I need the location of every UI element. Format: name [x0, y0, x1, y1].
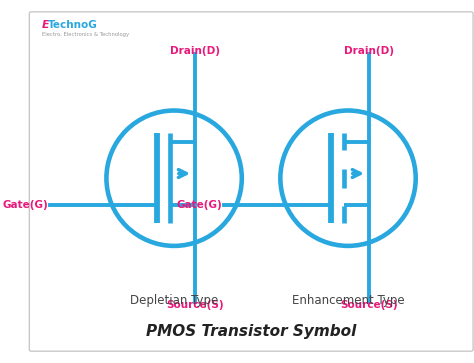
Text: Drain(D): Drain(D) [170, 46, 220, 56]
FancyBboxPatch shape [29, 12, 473, 351]
Text: Drain(D): Drain(D) [344, 46, 394, 56]
Text: Gate(G): Gate(G) [2, 200, 48, 209]
Text: Enhancement Type: Enhancement Type [292, 294, 404, 307]
Text: Electro, Electronics & Technology: Electro, Electronics & Technology [42, 32, 128, 37]
Text: TechnoG: TechnoG [48, 20, 98, 30]
Text: Gate(G): Gate(G) [176, 200, 222, 209]
Text: E: E [42, 20, 49, 30]
Text: Source(S): Source(S) [340, 301, 398, 310]
Text: Source(S): Source(S) [166, 301, 224, 310]
Text: PMOS Transistor Symbol: PMOS Transistor Symbol [146, 324, 356, 339]
Text: Depletian Type: Depletian Type [130, 294, 218, 307]
